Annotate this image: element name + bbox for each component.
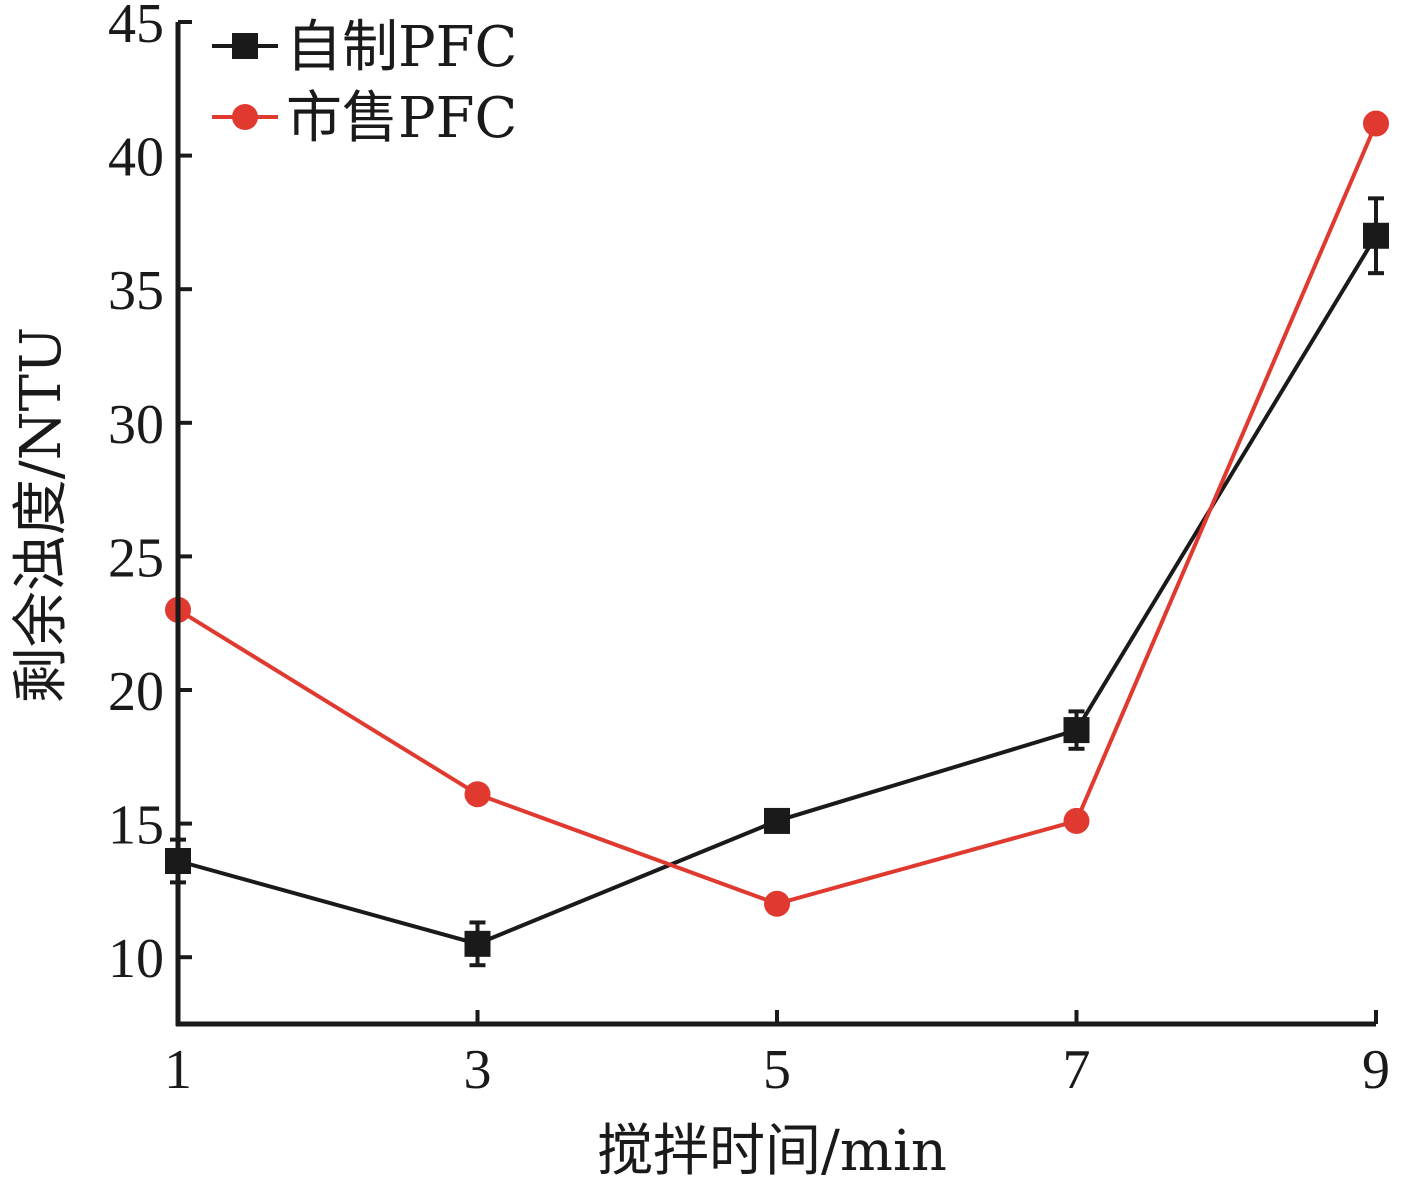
y-tick-label: 30 — [108, 394, 164, 456]
y-tick-label: 35 — [108, 260, 164, 322]
series-line-1 — [176, 122, 1378, 906]
x-tick-label: 9 — [1362, 1039, 1390, 1101]
data-point-circle — [464, 781, 491, 808]
x-tick-label: 3 — [464, 1039, 492, 1101]
y-tick-label: 15 — [108, 795, 164, 857]
y-tick-label: 40 — [108, 127, 164, 189]
legend-entry: 自制PFC — [212, 15, 517, 80]
data-point-square — [1363, 222, 1389, 249]
legend-swatch-square — [232, 33, 258, 59]
data-point-circle — [1063, 807, 1090, 834]
y-tick-label: 20 — [108, 661, 164, 723]
x-tick-label: 1 — [164, 1039, 192, 1101]
y-tick-label: 25 — [108, 527, 164, 589]
y-tick-label: 45 — [108, 0, 164, 55]
legend-label: 市售PFC — [286, 86, 517, 151]
data-point-circle — [1363, 110, 1389, 137]
y-tick-label: 10 — [108, 928, 164, 990]
data-point-square — [1063, 717, 1090, 744]
legend-label: 自制PFC — [286, 15, 517, 80]
error-bars — [170, 196, 1384, 968]
axis-ticks — [176, 20, 1378, 1024]
series-markers — [165, 110, 1389, 957]
y-axis-title: 剩余浊度/NTU — [9, 327, 74, 703]
data-point-circle — [764, 890, 790, 917]
x-tick-label: 5 — [763, 1039, 791, 1101]
x-axis-title: 搅拌时间/min — [597, 1119, 947, 1181]
legend-entry: 市售PFC — [212, 86, 517, 151]
legend-swatch-circle — [232, 104, 258, 130]
data-point-square — [764, 807, 790, 834]
x-tick-label: 7 — [1063, 1039, 1091, 1101]
data-point-square — [464, 930, 491, 957]
series-line-0 — [177, 234, 1378, 946]
